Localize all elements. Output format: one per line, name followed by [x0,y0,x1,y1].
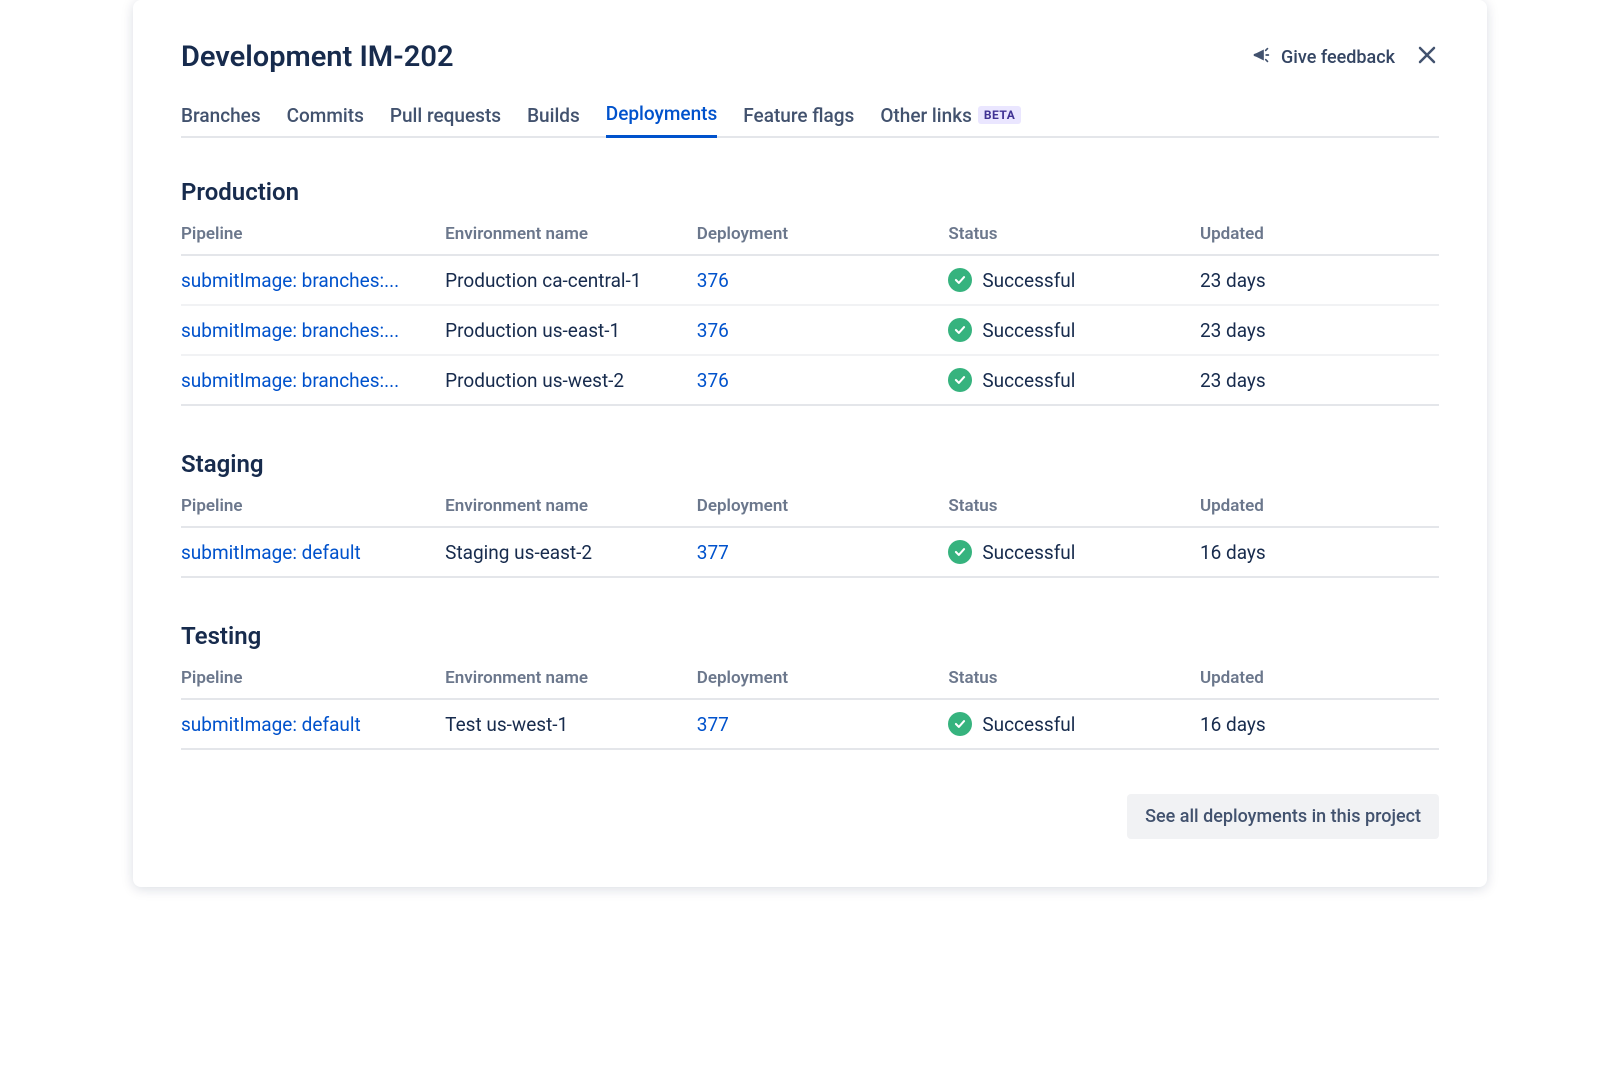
updated-cell: 23 days [1200,255,1439,305]
column-header-updated: Updated [1200,660,1439,699]
table-row: submitImage: branches:... Production us-w… [181,355,1439,405]
tab-label: Commits [287,104,364,127]
column-header-deployment: Deployment [697,660,949,699]
deployments-table: PipelineEnvironment nameDeploymentStatus… [181,488,1439,578]
status-cell: Successful [948,318,1192,342]
success-icon [948,368,972,392]
status-cell: Successful [948,368,1192,392]
column-header-updated: Updated [1200,216,1439,255]
status-cell: Successful [948,540,1192,564]
pipeline-link[interactable]: submitImage: branches:... [181,319,399,342]
table-row: submitImage: default Test us-west-1377 Suc… [181,699,1439,749]
see-all-deployments-button[interactable]: See all deployments in this project [1127,794,1439,839]
tab-other-links[interactable]: Other links BETA [880,102,1021,138]
updated-cell: 23 days [1200,305,1439,355]
tab-label: Other links [880,104,972,127]
deployment-link[interactable]: 376 [697,319,729,342]
table-row: submitImage: default Staging us-east-2377… [181,527,1439,577]
column-header-updated: Updated [1200,488,1439,527]
see-all-label: See all deployments in this project [1145,806,1421,827]
column-header-status: Status [948,488,1200,527]
column-header-environment: Environment name [445,216,697,255]
status-cell: Successful [948,268,1192,292]
updated-cell: 16 days [1200,527,1439,577]
tab-label: Branches [181,104,261,127]
deployments-table: PipelineEnvironment nameDeploymentStatus… [181,660,1439,750]
tab-label: Builds [527,104,580,127]
success-icon [948,268,972,292]
tab-builds[interactable]: Builds [527,102,580,138]
tabs: Branches Commits Pull requests Builds Deploy… [181,102,1439,138]
column-header-pipeline: Pipeline [181,216,445,255]
status-text: Successful [982,369,1075,392]
tab-pull-requests[interactable]: Pull requests [390,102,501,138]
section-production: Production PipelineEnvironment nameDeploy… [181,178,1439,406]
pipeline-link[interactable]: submitImage: default [181,713,361,736]
success-icon [948,712,972,736]
deployment-link[interactable]: 377 [697,713,729,736]
column-header-deployment: Deployment [697,216,949,255]
tab-commits[interactable]: Commits [287,102,364,138]
tab-label: Deployments [606,102,717,125]
section-title: Staging [181,450,1439,478]
tab-deployments[interactable]: Deployments [606,102,717,138]
environment-cell: Test us-west-1 [445,699,697,749]
updated-cell: 16 days [1200,699,1439,749]
close-button[interactable] [1415,43,1439,71]
section-title: Testing [181,622,1439,650]
page-title: Development IM-202 [181,40,454,74]
column-header-environment: Environment name [445,488,697,527]
status-text: Successful [982,541,1075,564]
give-feedback-button[interactable]: Give feedback [1251,44,1395,71]
header-actions: Give feedback [1251,43,1439,71]
success-icon [948,540,972,564]
beta-badge: BETA [978,106,1021,124]
status-text: Successful [982,269,1075,292]
success-icon [948,318,972,342]
sections: ProductionPipelineEnvironment nameDeploy… [181,178,1439,750]
status-text: Successful [982,319,1075,342]
deployments-table: PipelineEnvironment nameDeploymentStatus… [181,216,1439,406]
column-header-environment: Environment name [445,660,697,699]
environment-cell: Production us-east-1 [445,305,697,355]
section-testing: Testing PipelineEnvironment nameDeploymen… [181,622,1439,750]
table-row: submitImage: branches:... Production us-e… [181,305,1439,355]
close-icon [1415,43,1439,71]
table-row: submitImage: branches:... Production ca-c… [181,255,1439,305]
deployment-link[interactable]: 376 [697,269,729,292]
column-header-deployment: Deployment [697,488,949,527]
tab-feature-flags[interactable]: Feature flags [743,102,854,138]
footer: See all deployments in this project [181,794,1439,839]
panel-header: Development IM-202 Give feedback [181,40,1439,74]
megaphone-icon [1251,44,1273,71]
status-text: Successful [982,713,1075,736]
column-header-pipeline: Pipeline [181,488,445,527]
column-header-status: Status [948,216,1200,255]
deployment-link[interactable]: 376 [697,369,729,392]
pipeline-link[interactable]: submitImage: default [181,541,361,564]
column-header-pipeline: Pipeline [181,660,445,699]
status-cell: Successful [948,712,1192,736]
environment-cell: Production us-west-2 [445,355,697,405]
tab-branches[interactable]: Branches [181,102,261,138]
tab-label: Pull requests [390,104,501,127]
give-feedback-label: Give feedback [1281,47,1395,68]
updated-cell: 23 days [1200,355,1439,405]
pipeline-link[interactable]: submitImage: branches:... [181,369,399,392]
section-staging: Staging PipelineEnvironment nameDeploymen… [181,450,1439,578]
deployment-link[interactable]: 377 [697,541,729,564]
column-header-status: Status [948,660,1200,699]
pipeline-link[interactable]: submitImage: branches:... [181,269,399,292]
section-title: Production [181,178,1439,206]
tab-label: Feature flags [743,104,854,127]
environment-cell: Staging us-east-2 [445,527,697,577]
environment-cell: Production ca-central-1 [445,255,697,305]
deployments-panel: Development IM-202 Give feedback [133,0,1487,887]
